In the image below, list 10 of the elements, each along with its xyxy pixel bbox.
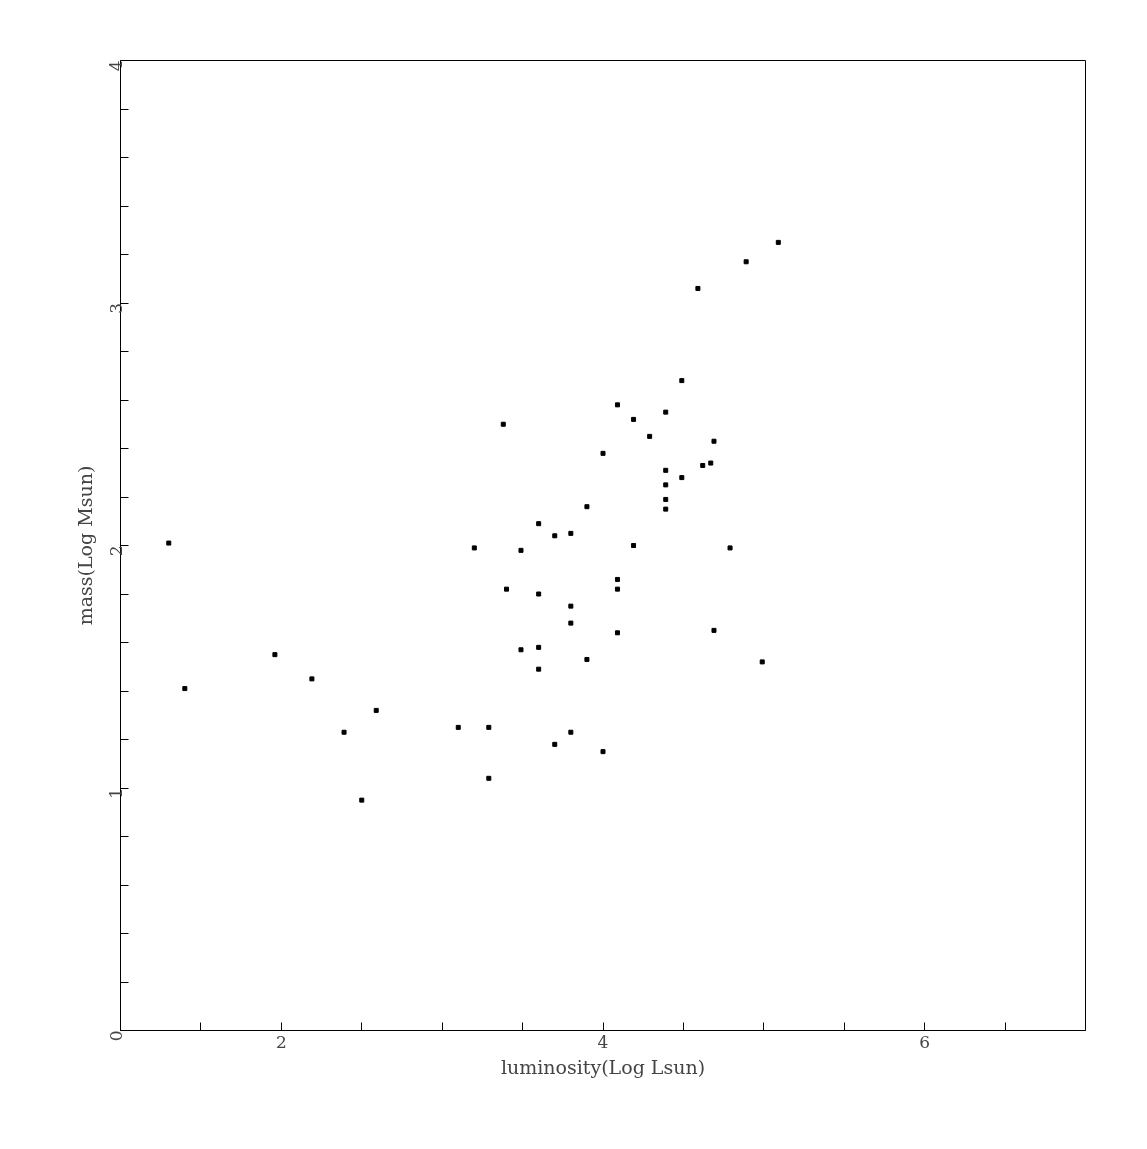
x-axis-title: luminosity(Log Lsun) — [500, 1055, 706, 1078]
x-tick-label: 6 — [919, 1031, 931, 1052]
y-tick-label: 4 — [105, 60, 126, 72]
x-tick-label: 4 — [597, 1031, 609, 1052]
y-tick-label: 0 — [105, 1030, 126, 1042]
y-axis-title: mass(Log Msun) — [73, 465, 96, 626]
x-tick-label: 2 — [275, 1031, 287, 1052]
y-tick-label: 3 — [105, 302, 126, 314]
y-tick-label: 1 — [105, 787, 126, 799]
y-tick-label: 2 — [105, 545, 126, 557]
